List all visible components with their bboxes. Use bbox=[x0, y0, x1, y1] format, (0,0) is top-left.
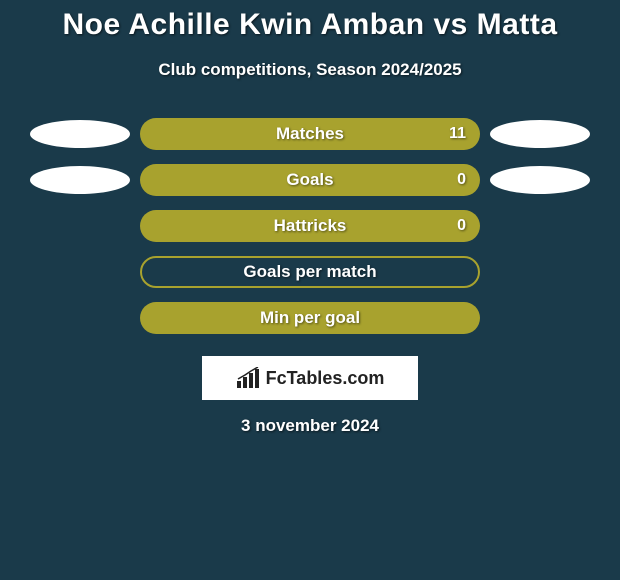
stat-bar-wrap: Goals 0 bbox=[140, 164, 480, 196]
stat-bar: Matches 11 bbox=[140, 118, 480, 150]
stat-row: Matches 11 bbox=[0, 118, 620, 150]
stat-bar-wrap: Hattricks 0 bbox=[140, 210, 480, 242]
left-marker bbox=[30, 120, 130, 148]
stat-bar-wrap: Min per goal bbox=[140, 302, 480, 334]
stat-row: Min per goal bbox=[0, 302, 620, 334]
stat-bar: Hattricks 0 bbox=[140, 210, 480, 242]
right-marker bbox=[490, 166, 590, 194]
left-marker bbox=[30, 166, 130, 194]
stat-row: Hattricks 0 bbox=[0, 210, 620, 242]
bar-chart-icon bbox=[236, 367, 262, 389]
stat-label: Min per goal bbox=[260, 308, 360, 328]
comparison-subtitle: Club competitions, Season 2024/2025 bbox=[0, 60, 620, 80]
stat-bar-wrap: Goals per match bbox=[140, 256, 480, 288]
stat-bar: Goals per match bbox=[140, 256, 480, 288]
comparison-title: Noe Achille Kwin Amban vs Matta bbox=[0, 8, 620, 42]
stat-label: Hattricks bbox=[274, 216, 347, 236]
stat-value: 0 bbox=[457, 217, 466, 235]
snapshot-date: 3 november 2024 bbox=[0, 416, 620, 436]
stat-row: Goals per match bbox=[0, 256, 620, 288]
stat-label: Matches bbox=[276, 124, 344, 144]
stat-value: 0 bbox=[457, 171, 466, 189]
stat-bar: Goals 0 bbox=[140, 164, 480, 196]
stat-label: Goals bbox=[286, 170, 333, 190]
fctables-logo[interactable]: FcTables.com bbox=[202, 356, 418, 400]
right-marker bbox=[490, 120, 590, 148]
stat-rows: Matches 11 Goals 0 Hattricks 0 Goals per match… bbox=[0, 118, 620, 334]
stat-bar-wrap: Matches 11 bbox=[140, 118, 480, 150]
stat-value: 11 bbox=[449, 125, 466, 143]
stat-label: Goals per match bbox=[243, 262, 376, 282]
stat-row: Goals 0 bbox=[0, 164, 620, 196]
stat-bar: Min per goal bbox=[140, 302, 480, 334]
logo-text: FcTables.com bbox=[266, 368, 385, 389]
